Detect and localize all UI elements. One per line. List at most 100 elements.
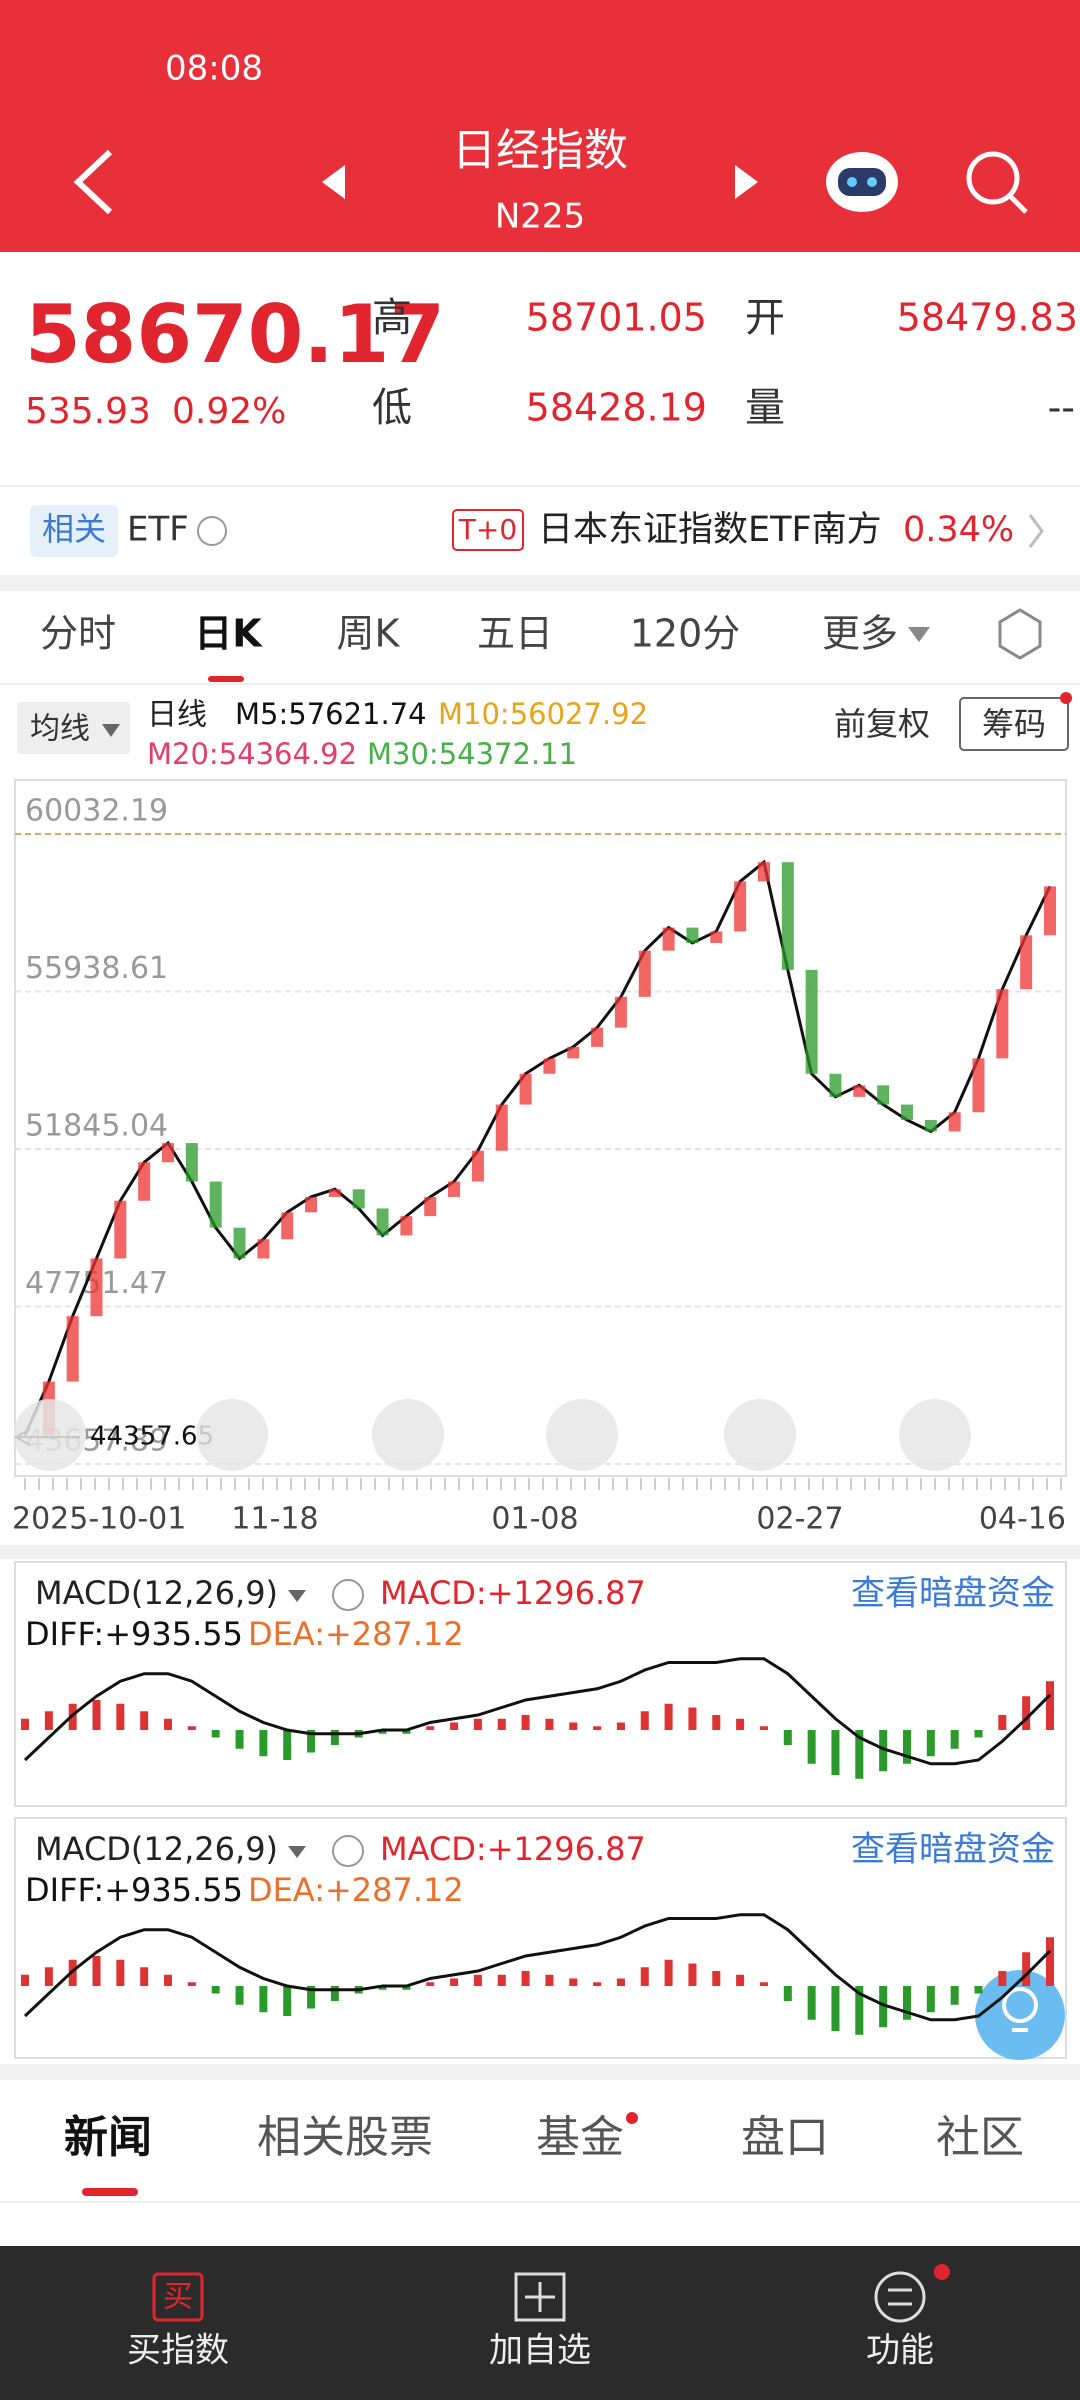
nav-item[interactable]: 加自选: [489, 2331, 591, 2371]
ma-value: M5:57621.74: [235, 697, 427, 731]
price: 58670.17: [25, 288, 445, 381]
candle: [757, 862, 770, 882]
dropdown-caret: [288, 1846, 306, 1858]
menu-icon[interactable]: [874, 2264, 950, 2323]
chart-tab[interactable]: 更多: [822, 612, 898, 656]
macd-bar: [926, 1986, 935, 2013]
tag-bg: [30, 505, 118, 557]
candle: [591, 1027, 604, 1047]
x-tick-label: 04-16: [979, 1502, 1066, 1537]
macd-bar: [92, 1956, 101, 1986]
chart-control[interactable]: [372, 1399, 444, 1471]
macd-link[interactable]: 查看暗盘资金: [851, 1574, 1055, 1614]
divider: [0, 1545, 1080, 1559]
low-marker: 44357.65: [90, 1422, 214, 1452]
macd-bar: [187, 1726, 196, 1730]
macd-bar: [712, 1971, 721, 1986]
news-tab[interactable]: 社区: [936, 2112, 1024, 2163]
t0-label: T+0: [458, 513, 517, 546]
news-tab[interactable]: 新闻: [64, 2112, 152, 2163]
candle: [424, 1196, 437, 1217]
macd-title[interactable]: MACD(12,26,9): [35, 1830, 278, 1868]
chart-tab[interactable]: 日K: [194, 612, 263, 656]
macd-bar: [569, 1722, 578, 1730]
macd-bar: [926, 1730, 935, 1757]
macd-bar: [235, 1986, 244, 2005]
adjust[interactable]: 前复权: [834, 705, 930, 743]
macd-bar: [235, 1730, 244, 1749]
ma-value: M20:54364.92: [147, 737, 357, 771]
dropdown-caret: [288, 1590, 306, 1602]
candle: [376, 1208, 389, 1236]
chart-tab[interactable]: 120分: [630, 612, 741, 656]
news-tab[interactable]: 相关股票: [257, 2112, 433, 2163]
macd-frame: [14, 1817, 1067, 2059]
chips-button[interactable]: [959, 697, 1069, 751]
etf-name[interactable]: 日本东证指数ETF南方: [538, 510, 882, 550]
search-button[interactable]: [966, 151, 1028, 214]
buy-icon[interactable]: [152, 2272, 204, 2322]
y-tick-label: 55938.61: [25, 951, 168, 986]
macd-bar: [902, 1730, 911, 1764]
macd-bar: [426, 1982, 435, 1986]
candle: [281, 1212, 294, 1240]
chart-control[interactable]: [724, 1399, 796, 1471]
candle: [614, 996, 627, 1028]
assistant-icon[interactable]: [826, 152, 898, 212]
chart-tab[interactable]: 五日: [477, 612, 553, 656]
dea-value: DEA:+287.12: [248, 1871, 464, 1909]
news-tab[interactable]: 盘口: [741, 2112, 829, 2163]
value: 58428.19: [526, 386, 707, 430]
macd-bar: [616, 1722, 625, 1730]
help-icon[interactable]: [197, 516, 227, 546]
chart-control[interactable]: [546, 1399, 618, 1471]
chevron[interactable]: [1028, 514, 1044, 548]
add-icon[interactable]: [514, 2272, 566, 2322]
news-tab[interactable]: 基金: [536, 2112, 624, 2163]
macd-bar: [21, 1974, 29, 1986]
candle: [996, 989, 1009, 1059]
candle: [519, 1073, 532, 1105]
macd-link[interactable]: 查看暗盘资金: [851, 1830, 1055, 1870]
help-icon[interactable]: [332, 1579, 364, 1611]
candle: [471, 1150, 484, 1182]
nav-item[interactable]: 买指数: [127, 2331, 229, 2371]
selector-bg[interactable]: [17, 702, 130, 754]
chart-control[interactable]: [899, 1399, 971, 1471]
diff-value: DIFF:+935.55: [25, 1871, 243, 1909]
x-tick-label: 02-27: [756, 1502, 843, 1537]
diff-line: [23, 1913, 1052, 2022]
macd-title[interactable]: MACD(12,26,9): [35, 1574, 278, 1612]
diff-line: [23, 1657, 1052, 1766]
macd-bar: [450, 1722, 459, 1730]
candle: [734, 881, 747, 932]
settings-icon[interactable]: [998, 608, 1042, 660]
macd-bar: [259, 1730, 268, 1757]
candle: [495, 1104, 508, 1151]
etf-tag: 相关: [42, 510, 106, 548]
macd-bar: [307, 1986, 316, 2009]
help-icon[interactable]: [332, 1835, 364, 1867]
chart-control[interactable]: [196, 1399, 268, 1471]
x-tick-label: 11-18: [231, 1502, 318, 1537]
macd-bar: [831, 1986, 840, 2031]
back-button[interactable]: [73, 149, 113, 215]
macd-bar: [807, 1730, 816, 1764]
macd-bar: [44, 1711, 53, 1730]
chart-tab[interactable]: 周K: [337, 612, 401, 656]
candle: [900, 1104, 913, 1120]
divider: [0, 575, 1080, 591]
macd-bar: [402, 1986, 411, 1990]
help-bulb[interactable]: [975, 1970, 1065, 2060]
prev-button[interactable]: [322, 165, 345, 199]
header-title: 日经指数: [452, 125, 628, 176]
nav-item[interactable]: 功能: [866, 2331, 934, 2371]
macd-bar: [140, 1967, 149, 1986]
next-button[interactable]: [735, 165, 758, 199]
macd-bar: [640, 1967, 649, 1986]
chart-tab[interactable]: 分时: [40, 612, 116, 656]
chart-control[interactable]: [14, 1399, 86, 1471]
macd-bar: [807, 1986, 816, 2020]
candle: [972, 1058, 985, 1113]
